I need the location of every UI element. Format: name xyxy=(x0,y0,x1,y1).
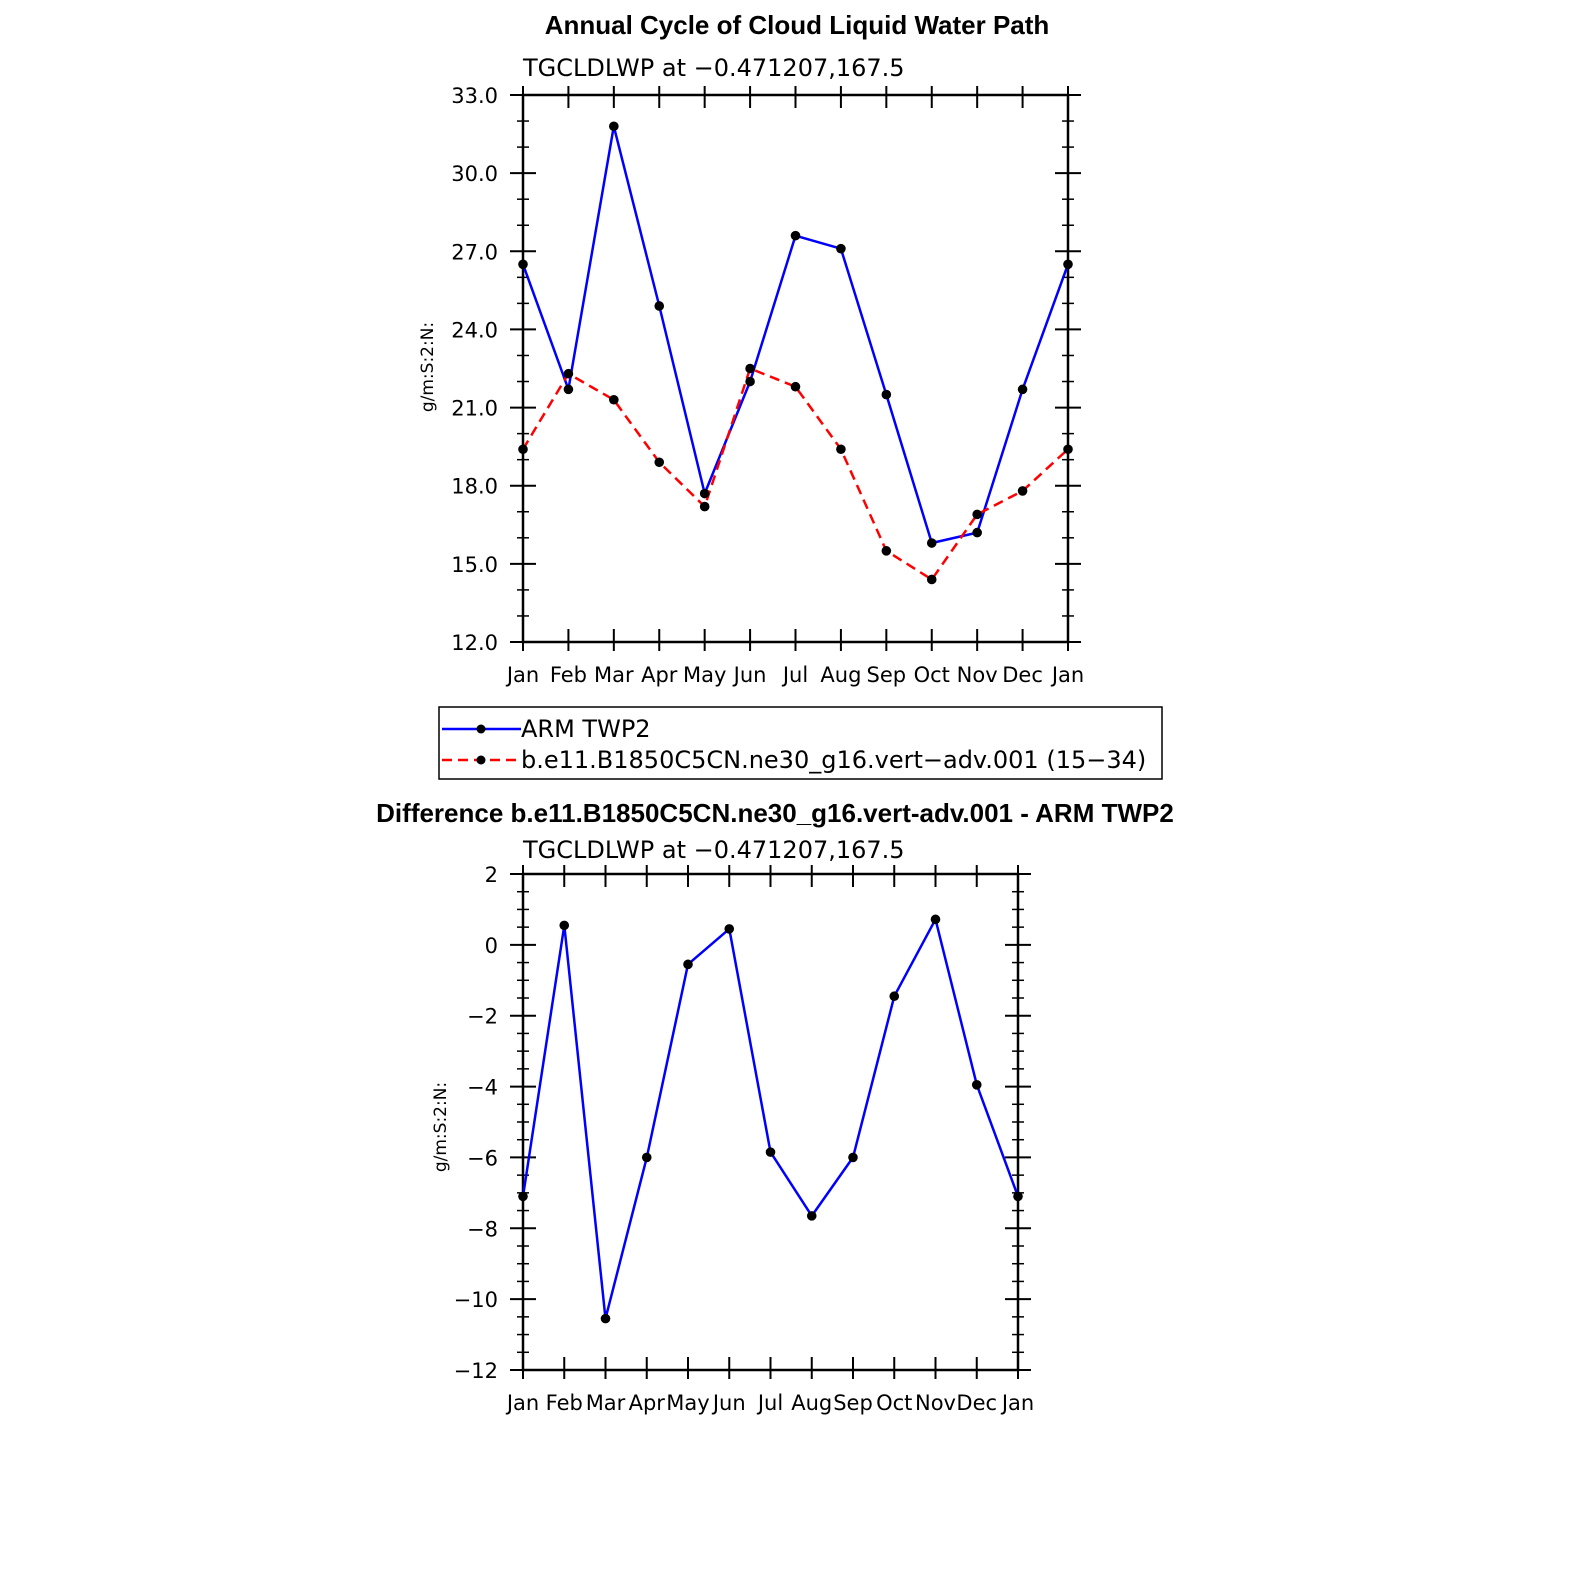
x-tick-label: Mar xyxy=(594,663,634,687)
series-0-point xyxy=(836,243,846,254)
series-0-point xyxy=(1017,384,1028,395)
series-0-point xyxy=(790,230,801,241)
y-tick-label: −2 xyxy=(467,1005,498,1029)
series-0-point xyxy=(641,1152,652,1163)
series-0-point xyxy=(1013,1191,1023,1202)
series-1-point xyxy=(1017,486,1028,496)
y-tick-label: 33.0 xyxy=(451,84,498,108)
x-tick-label: Jan xyxy=(1000,1391,1034,1415)
series-line-0 xyxy=(521,125,1070,545)
series-1-point xyxy=(1063,444,1073,455)
y-tick-label: 15.0 xyxy=(451,553,498,577)
series-1-point xyxy=(609,394,619,405)
y-tick-label: 27.0 xyxy=(451,240,498,264)
y-tick-label: 0 xyxy=(485,934,498,958)
series-0-point xyxy=(724,924,735,934)
series-0-point xyxy=(972,527,982,538)
chart1-legend: ARM TWP2 b.e11.B1850C5CN.ne30_g16.vert−a… xyxy=(438,706,1163,780)
chart1-subtitle: TGCLDLWP at −0.471207,167.5 xyxy=(522,54,905,82)
x-tick-label: Nov xyxy=(957,663,998,687)
x-tick-label: Sep xyxy=(867,663,907,687)
series-0-point xyxy=(699,488,710,499)
legend-marker-arm xyxy=(476,724,486,734)
series-0-point xyxy=(930,914,941,925)
legend-label-arm: ARM TWP2 xyxy=(521,715,651,743)
series-0-point xyxy=(806,1211,817,1221)
x-tick-label: Dec xyxy=(1002,663,1043,687)
series-1-point xyxy=(518,444,528,455)
x-tick-label: Jul xyxy=(756,1391,783,1415)
y-tick-label: −4 xyxy=(467,1076,498,1100)
x-tick-label: Apr xyxy=(629,1391,666,1415)
legend-box xyxy=(438,706,1163,780)
series-0-point xyxy=(745,376,755,387)
series-1-point xyxy=(745,363,755,374)
x-tick-label: Oct xyxy=(876,1391,912,1415)
x-tick-label: Jan xyxy=(1050,663,1084,687)
x-tick-label: Dec xyxy=(956,1391,997,1415)
x-tick-label: Feb xyxy=(550,663,587,687)
x-tick-label: Aug xyxy=(820,663,861,687)
y-tick-label: 21.0 xyxy=(451,397,498,421)
chart1-plot: Jan Feb Mar Apr May Jun Jul Aug Sep Oct Nov Dec Jan 1… xyxy=(451,84,1084,687)
series-0-point xyxy=(889,991,900,1002)
y-tick-label: −12 xyxy=(454,1359,498,1383)
y-tick-label: 12.0 xyxy=(451,631,498,655)
series-0-point xyxy=(518,1191,528,1202)
chart1-title: Annual Cycle of Cloud Liquid Water Path xyxy=(545,10,1050,40)
x-tick-label: Jan xyxy=(505,663,539,687)
series-0-point xyxy=(563,384,574,395)
series-0-point xyxy=(926,538,937,548)
x-tick-label: Oct xyxy=(914,663,950,687)
y-tick-label: 30.0 xyxy=(451,162,498,186)
series-0-point xyxy=(881,389,892,400)
series-0-point xyxy=(971,1080,982,1090)
y-tick-label: −8 xyxy=(467,1217,498,1241)
y-tick-label: 2 xyxy=(485,863,498,887)
y-tick-label: −6 xyxy=(467,1146,498,1170)
series-0-point xyxy=(1063,259,1073,270)
x-tick-label: May xyxy=(683,663,726,687)
x-tick-label: Sep xyxy=(833,1391,873,1415)
series-line-0 xyxy=(521,918,1020,1320)
series-1-point xyxy=(972,509,982,520)
y-tick-label: 18.0 xyxy=(451,475,498,499)
chart2-title: Difference b.e11.B1850C5CN.ne30_g16.vert… xyxy=(376,798,1174,828)
series-0-point xyxy=(765,1147,776,1157)
x-tick-label: Nov xyxy=(915,1391,956,1415)
x-tick-label: Jan xyxy=(505,1391,539,1415)
legend-marker-model xyxy=(476,755,486,765)
series-1-point xyxy=(654,457,665,468)
series-0-point xyxy=(518,259,528,270)
x-tick-label: Jun xyxy=(732,663,767,687)
legend-label-model: b.e11.B1850C5CN.ne30_g16.vert−adv.001 (1… xyxy=(521,746,1146,774)
x-tick-label: Apr xyxy=(641,663,678,687)
chart2-subtitle: TGCLDLWP at −0.471207,167.5 xyxy=(522,836,905,864)
series-0-point xyxy=(600,1313,611,1324)
series-line-1 xyxy=(521,367,1069,581)
series-0-point xyxy=(559,920,570,931)
x-tick-label: Mar xyxy=(586,1391,626,1415)
x-tick-label: Aug xyxy=(791,1391,832,1415)
x-tick-label: Jun xyxy=(711,1391,746,1415)
series-1-point xyxy=(790,381,801,392)
series-1-point xyxy=(836,444,846,455)
chart2-ylabel: g/m:S:2:N: xyxy=(431,1082,451,1172)
y-tick-label: −10 xyxy=(454,1288,498,1312)
y-tick-label: 24.0 xyxy=(451,318,498,342)
series-1-point xyxy=(881,546,892,556)
series-0-point xyxy=(683,959,693,970)
series-1-point xyxy=(563,368,574,379)
series-0-point xyxy=(609,121,619,132)
x-tick-label: Jul xyxy=(781,663,808,687)
series-0-point xyxy=(654,301,665,311)
chart1-ylabel: g/m:S:2:N: xyxy=(418,322,438,412)
x-tick-label: May xyxy=(666,1391,709,1415)
series-1-point xyxy=(926,574,937,585)
x-tick-label: Feb xyxy=(546,1391,583,1415)
series-0-point xyxy=(848,1152,858,1163)
chart2-plot: Jan Feb Mar Apr May Jun Jul Aug Sep Oct Nov Dec Jan−… xyxy=(454,863,1035,1415)
series-1-point xyxy=(699,501,710,512)
